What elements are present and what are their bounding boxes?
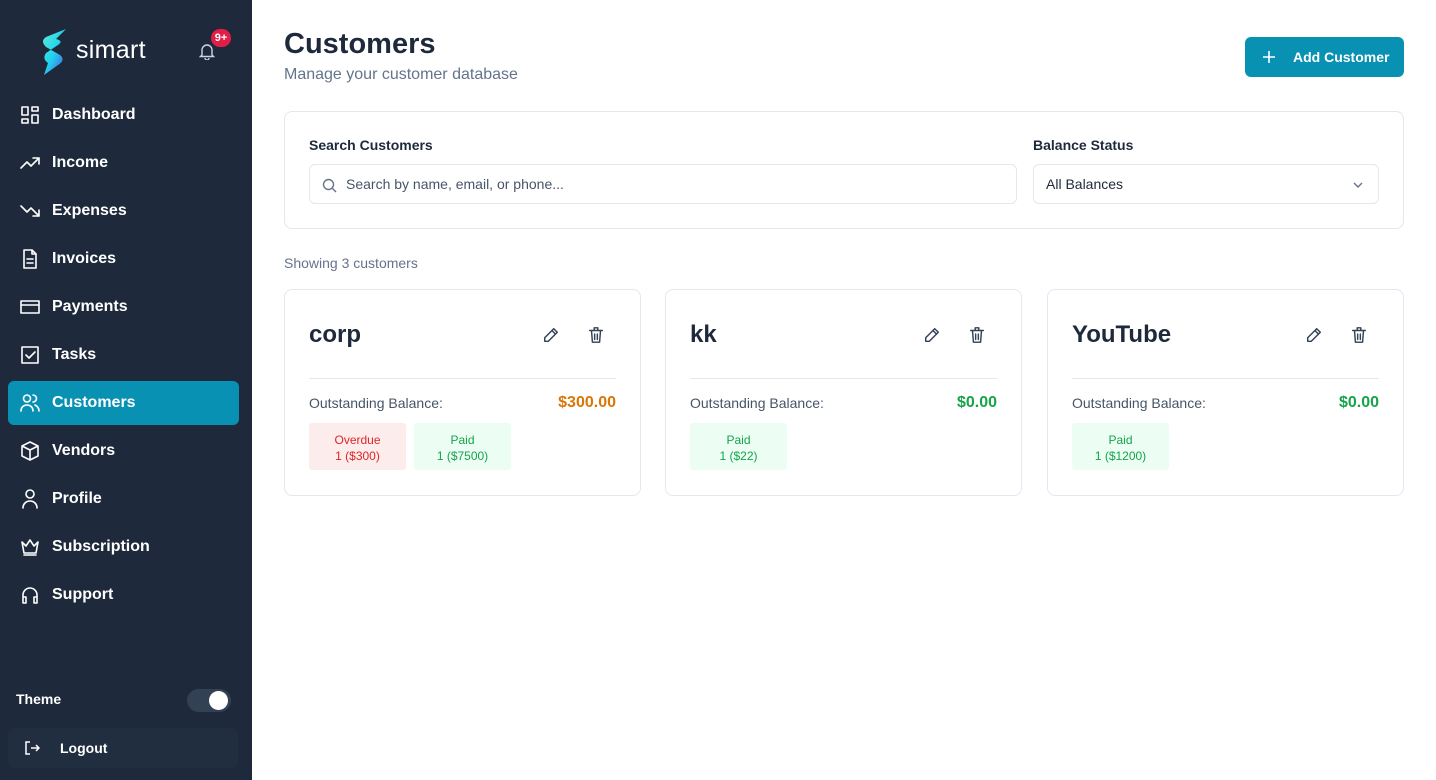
nav-icon	[22, 587, 38, 604]
balance-label: Balance Status	[1033, 137, 1134, 153]
status-badge: Paid 1 ($22)	[690, 423, 787, 470]
badge-detail: 1 ($1200)	[1094, 449, 1147, 463]
delete-button[interactable]	[968, 326, 986, 349]
badge-status: Overdue	[334, 433, 381, 447]
nav-item[interactable]: Dashboard	[8, 93, 239, 137]
add-customer-button[interactable]: Add Customer	[1245, 37, 1404, 77]
nav-item[interactable]: Subscription	[8, 525, 239, 569]
nav-label: Support	[52, 586, 114, 603]
badge-detail: 1 ($7500)	[436, 449, 489, 463]
nav-item[interactable]: Support	[8, 573, 239, 617]
nav-label: Tasks	[52, 346, 97, 363]
theme-label: Theme	[16, 691, 62, 707]
nav-label: Income	[52, 154, 109, 171]
nav-item[interactable]: Payments	[8, 285, 239, 329]
edit-button[interactable]	[542, 326, 560, 349]
balance-label: Outstanding Balance:	[309, 395, 443, 411]
search-icon	[322, 178, 337, 193]
badge-status: Paid	[1108, 433, 1133, 447]
sidebar: simart 9+ Dashboard Income Expenses Invoice…	[0, 0, 252, 780]
nav-icon	[20, 300, 40, 314]
nav-icon	[20, 205, 40, 217]
nav-icon	[20, 157, 40, 169]
balance-amount: $0.00	[956, 394, 997, 411]
customer-card: kk Outstanding Balance: $0.00 Paid 1 ($22)	[665, 289, 1022, 496]
balance-value: All Balances	[1046, 176, 1124, 192]
nav-label: Subscription	[52, 538, 150, 555]
status-badge: Overdue 1 ($300)	[309, 423, 406, 470]
logout-icon	[25, 741, 40, 755]
filter-card	[284, 111, 1404, 229]
delete-icon	[1351, 327, 1367, 343]
nav-icon	[20, 394, 40, 412]
bell-icon[interactable]	[199, 43, 215, 60]
nav-label: Vendors	[52, 442, 116, 459]
balance-label: Outstanding Balance:	[690, 395, 824, 411]
status-badge: Paid 1 ($7500)	[414, 423, 511, 470]
toggle-knob	[209, 691, 228, 710]
page-subtitle: Manage your customer database	[284, 66, 518, 83]
delete-icon	[969, 327, 985, 343]
delete-icon	[588, 327, 604, 343]
theme-toggle[interactable]	[187, 689, 231, 712]
delete-button[interactable]	[1350, 326, 1368, 349]
logo	[43, 29, 66, 75]
nav-icon	[23, 249, 37, 269]
badge-status: Paid	[450, 433, 475, 447]
nav-icon	[21, 106, 39, 124]
status-badge: Paid 1 ($1200)	[1072, 423, 1169, 470]
nav-icon	[22, 489, 38, 509]
brand-name: simart	[76, 36, 146, 64]
card-divider	[690, 378, 997, 379]
nav-icon	[21, 346, 39, 364]
nav-item[interactable]: Customers	[8, 381, 239, 425]
nav-label: Customers	[52, 394, 136, 411]
nav-label: Expenses	[52, 202, 127, 219]
customer-name: kk	[690, 321, 717, 348]
add-customer-label: Add Customer	[1293, 49, 1390, 65]
balance-select[interactable]: All Balances	[1033, 164, 1379, 204]
nav-label: Payments	[52, 298, 128, 315]
customer-card: YouTube Outstanding Balance: $0.00 Paid 1 ($…	[1047, 289, 1404, 496]
notification-badge: 9+	[211, 29, 231, 47]
delete-button[interactable]	[587, 326, 605, 349]
edit-icon	[924, 327, 940, 343]
balance-label: Outstanding Balance:	[1072, 395, 1206, 411]
edit-button[interactable]	[923, 326, 941, 349]
balance-amount: $300.00	[558, 394, 616, 411]
nav-icon	[21, 441, 39, 461]
nav-label: Dashboard	[52, 106, 136, 123]
nav-item[interactable]: Income	[8, 141, 239, 185]
card-divider	[309, 378, 616, 379]
nav-label: Profile	[52, 490, 102, 507]
nav-label: Invoices	[52, 250, 117, 267]
edit-icon	[1306, 327, 1322, 343]
badge-detail: 1 ($300)	[335, 449, 380, 463]
chevron-icon	[1353, 182, 1363, 188]
nav-icon	[21, 539, 39, 556]
nav-item[interactable]: Expenses	[8, 189, 239, 233]
badge-detail: 1 ($22)	[719, 449, 758, 463]
edit-icon	[543, 327, 559, 343]
nav-item[interactable]: Invoices	[8, 237, 239, 281]
customer-count: Showing 3 customers	[284, 255, 418, 271]
page-title: Customers	[284, 28, 436, 60]
card-divider	[1072, 378, 1379, 379]
badge-status: Paid	[726, 433, 751, 447]
balance-amount: $0.00	[1338, 394, 1379, 411]
customer-name: corp	[309, 321, 362, 348]
search-input[interactable]: Search by name, email, or phone...	[309, 164, 1017, 204]
search-label: Search Customers	[309, 137, 433, 153]
nav-item[interactable]: Profile	[8, 477, 239, 521]
logout-button[interactable]: Logout	[8, 728, 238, 768]
search-placeholder: Search by name, email, or phone...	[346, 176, 564, 192]
logout-label: Logout	[60, 740, 108, 756]
customer-name: YouTube	[1072, 321, 1172, 348]
plus-icon	[1263, 51, 1275, 63]
customer-card: corp Outstanding Balance: $300.00 Overdue 1 …	[284, 289, 641, 496]
nav-item[interactable]: Vendors	[8, 429, 239, 473]
edit-button[interactable]	[1305, 326, 1323, 349]
nav-item[interactable]: Tasks	[8, 333, 239, 377]
